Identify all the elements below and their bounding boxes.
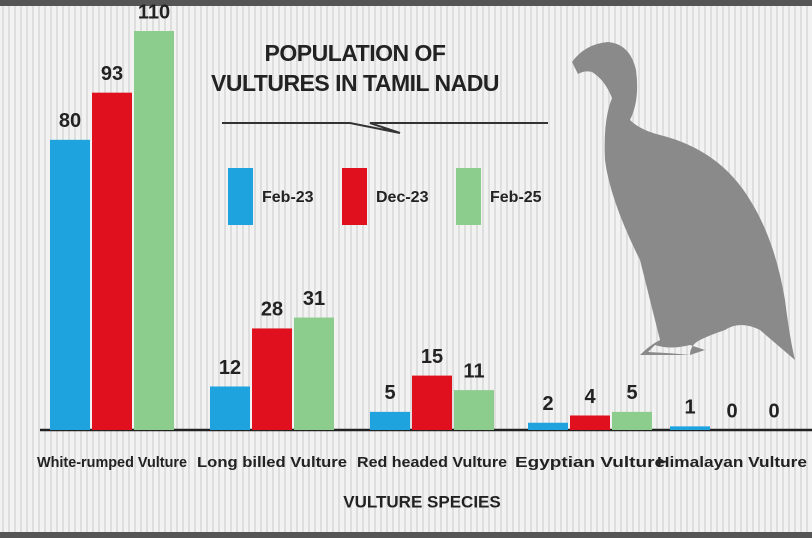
- top-border: [0, 0, 812, 6]
- x-axis-label: VULTURE SPECIES: [343, 492, 500, 511]
- chart-title: POPULATION OF VULTURES IN TAMIL NADU: [210, 38, 500, 98]
- bar: [252, 328, 292, 430]
- x-tick-label: Egyptian Vulture: [515, 454, 665, 471]
- value-label: 15: [421, 346, 443, 368]
- value-label: 2: [542, 393, 553, 415]
- page: VULTURE SPECIES White-rumped Vulture 80 93…: [0, 0, 812, 538]
- value-label: 5: [384, 382, 395, 404]
- value-label: 5: [626, 382, 637, 404]
- value-label: 11: [463, 360, 484, 382]
- bar: [210, 386, 250, 430]
- x-tick-label: Red headed Vulture: [357, 454, 507, 471]
- value-label: 12: [219, 357, 241, 379]
- bar: [670, 426, 710, 430]
- bar: [92, 93, 132, 430]
- bar: [50, 140, 90, 430]
- value-label: 4: [584, 386, 596, 408]
- x-tick-label: White-rumped Vulture: [37, 454, 187, 471]
- value-label: 0: [768, 400, 779, 422]
- bar: [412, 376, 452, 430]
- bottom-border: [0, 532, 812, 538]
- legend-label: Feb-25: [490, 189, 542, 206]
- legend-swatch: [228, 168, 253, 225]
- bar: [612, 412, 652, 430]
- bar: [370, 412, 410, 430]
- bar: [454, 390, 494, 430]
- bar: [134, 31, 174, 430]
- value-label: 31: [303, 288, 325, 310]
- bar: [294, 318, 334, 430]
- value-label: 93: [101, 63, 123, 85]
- x-tick-label: Himalayan Vulture: [657, 454, 807, 471]
- legend-swatch: [342, 168, 367, 225]
- value-label: 0: [726, 400, 737, 422]
- legend-label: Feb-23: [262, 189, 314, 206]
- bar: [570, 415, 610, 430]
- value-label: 28: [261, 299, 283, 321]
- x-tick-label: Long billed Vulture: [197, 454, 347, 471]
- value-label: 110: [138, 1, 170, 23]
- value-label: 80: [59, 110, 81, 132]
- bar: [528, 423, 568, 430]
- legend-label: Dec-23: [376, 189, 429, 206]
- value-label: 1: [684, 397, 695, 419]
- legend-swatch: [456, 168, 481, 225]
